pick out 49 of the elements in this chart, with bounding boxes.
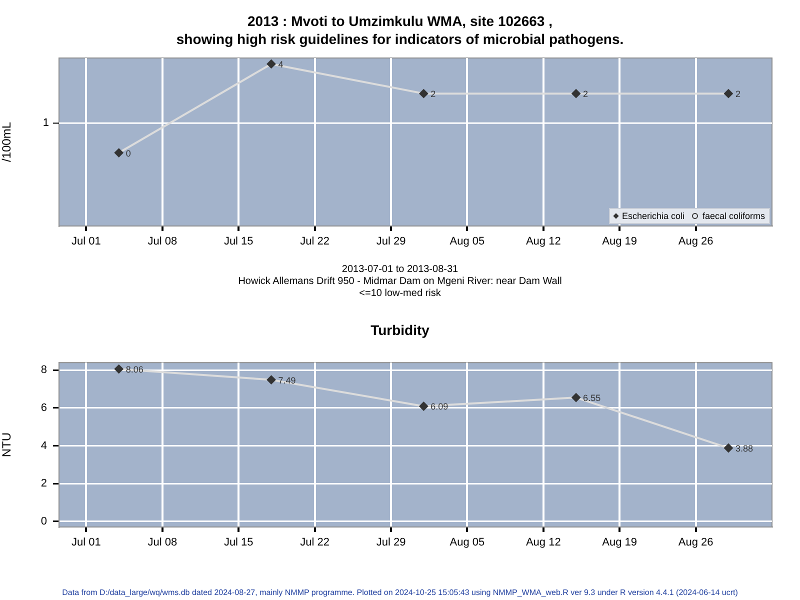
x-tick-label: Aug 12: [526, 236, 561, 248]
data-label: 4: [278, 59, 284, 70]
data-label: 3.88: [735, 443, 753, 454]
x-tick-label: Jul 22: [300, 536, 330, 549]
x-tick-label: Aug 26: [678, 536, 714, 549]
x-tick-label: Jul 29: [376, 236, 406, 248]
x-tick-label: Aug 19: [602, 536, 638, 549]
data-label: 8.06: [126, 364, 144, 375]
x-tick-label: Aug 19: [602, 236, 638, 248]
ref-line-label: 1: [42, 117, 49, 130]
y-tick-label: 2: [40, 478, 47, 490]
x-tick-label: Aug 26: [678, 236, 714, 248]
text: Howick Allemans Drift 950 - Midmar Dam on Mgeni River: near Dam Wall: [237, 276, 563, 288]
y-tick-label: 0: [40, 515, 47, 528]
y-tick-label: 8: [40, 364, 47, 376]
data-label: 0: [126, 148, 131, 158]
x-tick-label: Aug 12: [526, 536, 561, 549]
chart-title: 2013 : Mvoti to Umzimkulu WMA, site 102663 , showing high risk guidelines for indicators of microbial pathogens.: [175, 12, 625, 48]
data-label: 6.55: [583, 393, 601, 404]
y-tick-label: 4: [40, 440, 47, 452]
y-tick-label: 6: [40, 402, 47, 414]
x-tick-label: Jul 15: [224, 236, 254, 248]
x-tick-label: Jul 15: [224, 536, 254, 549]
x-tick-label: Jul 29: [376, 536, 406, 549]
point: [419, 402, 428, 411]
point: [572, 393, 581, 402]
x-tick-label: Jul 08: [148, 536, 178, 549]
legend-label: faecal coliforms: [702, 211, 765, 221]
y-axis-title: NTU: [0, 432, 14, 458]
x-tick-label: Aug 05: [450, 536, 485, 549]
data-label: 2: [735, 89, 740, 100]
text: 2013-07-01 to 2013-08-31: [340, 264, 460, 276]
x-tick-label: Jul 22: [300, 236, 330, 248]
data-label: 7.49: [278, 375, 296, 386]
point: [266, 375, 276, 384]
text: <=10 low-med risk: [358, 288, 442, 300]
x-tick-label: Jul 08: [148, 236, 178, 248]
data-label: 6.09: [430, 402, 448, 412]
data-label: 2: [430, 89, 436, 100]
legend-label: Escherichia coli: [622, 211, 684, 221]
chart-title: Turbidity: [370, 321, 430, 339]
x-tick-label: Jul 01: [72, 536, 101, 549]
x-tick-label: Aug 05: [450, 236, 485, 248]
point: [114, 364, 124, 374]
x-tick-label: Jul 01: [72, 236, 101, 248]
point: [724, 444, 733, 453]
text: Data from D:/data_large/wq/wms.db dated 2024-08-27, mainly NMMP programme. Plotted on 2024-10-25 15:05:43 using NMMP_WMA_web.R ver 9.3 under R version 4.4.1 (2024-06-14 ucrt): [61, 587, 739, 599]
y-axis-title: /100mL: [0, 122, 14, 162]
data-label: 2: [583, 89, 588, 100]
